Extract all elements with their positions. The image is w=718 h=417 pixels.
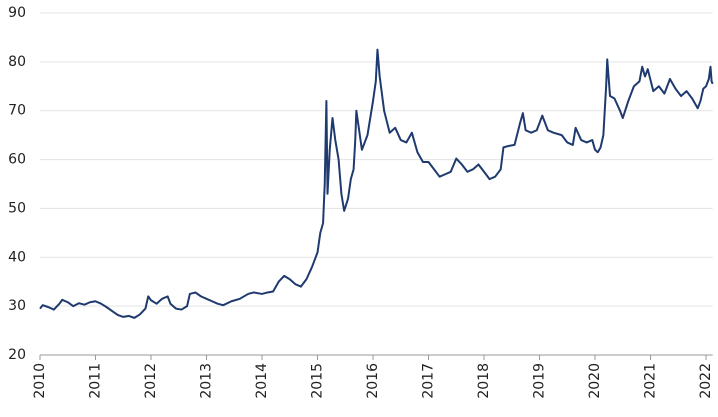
- x-tick-label: 2013: [199, 363, 215, 399]
- y-tick-label: 60: [8, 152, 26, 168]
- x-tick-label: 2010: [32, 363, 48, 399]
- line-series: [39, 48, 714, 319]
- x-tick-label: 2016: [365, 363, 381, 399]
- x-tick-label: 2017: [421, 363, 437, 399]
- y-tick-label: 70: [8, 103, 26, 119]
- y-tick-label: 40: [8, 249, 26, 265]
- x-tick-label: 2021: [643, 363, 659, 399]
- x-tick-label: 2015: [310, 363, 326, 399]
- y-tick-label: 90: [8, 5, 26, 21]
- x-tick-label: 2018: [476, 363, 492, 399]
- x-tick-label: 2014: [254, 363, 270, 399]
- y-tick-label: 80: [8, 54, 26, 70]
- x-tick-label: 2012: [143, 363, 159, 399]
- y-tick-label: 30: [8, 298, 26, 314]
- y-tick-label: 50: [8, 200, 26, 216]
- y-tick-label: 20: [8, 347, 26, 363]
- x-tick-label: 2022: [698, 363, 714, 399]
- x-tick-label: 2020: [587, 363, 603, 399]
- x-tick-label: 2011: [88, 363, 104, 399]
- x-tick-label: 2019: [532, 363, 548, 399]
